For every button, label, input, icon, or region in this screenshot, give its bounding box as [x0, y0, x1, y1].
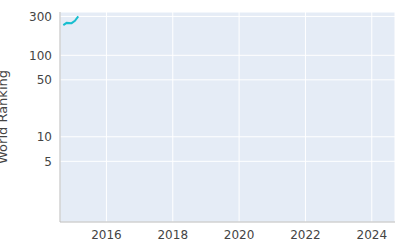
svg-text:2016: 2016 [91, 228, 122, 242]
svg-text:2022: 2022 [290, 228, 321, 242]
svg-text:2020: 2020 [224, 228, 255, 242]
svg-text:2024: 2024 [357, 228, 388, 242]
svg-text:50: 50 [37, 73, 52, 87]
svg-text:5: 5 [44, 155, 52, 169]
svg-text:10: 10 [37, 130, 52, 144]
svg-text:World Ranking: World Ranking [8, 70, 10, 164]
svg-text:2018: 2018 [157, 228, 188, 242]
svg-text:100: 100 [29, 49, 52, 63]
svg-text:300: 300 [29, 10, 52, 24]
